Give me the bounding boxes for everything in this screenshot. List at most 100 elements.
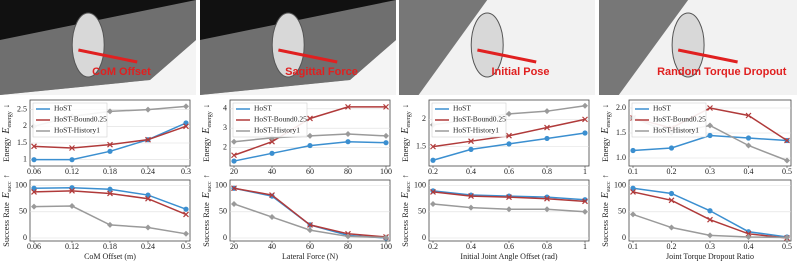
point [231,158,237,164]
x-tick-label: 0.4 [466,242,476,251]
y-tick-label: 50 [618,207,626,216]
legend-label: HoST-Bound0.25 [54,115,107,124]
x-axis-label: Initial Joint Angle Offset (rad) [460,252,558,261]
point [468,193,474,200]
scene-caption: Random Torque Dropout [657,66,787,78]
point [69,145,75,151]
x-tick-label: 80 [344,242,352,251]
x-tick-label: 60 [306,242,314,251]
point [345,139,351,145]
point [506,141,512,147]
arrow [477,48,537,64]
point [231,185,237,192]
point [544,108,550,115]
y-tick-label: 50 [19,207,27,216]
x-tick-label: 0.8 [542,242,552,251]
point [468,204,474,211]
point [707,132,713,139]
y-axis-label-part: ↑ [201,174,211,178]
y-tick-label: 2.5 [17,104,27,113]
y-axis-label-part: E [600,127,611,134]
y-axis-label-part: E [400,127,411,134]
point [231,152,237,159]
point [307,221,313,228]
y-axis-label-part: E [1,127,12,134]
y-tick-label: 0 [622,233,626,242]
point [69,203,75,210]
y-axis-label-part: ↓ [1,104,11,108]
scene: Random Torque Dropout [599,0,797,95]
y-tick-label: 1 [23,154,27,163]
x-tick-label: 20 [230,242,238,251]
floor [0,40,196,95]
point [430,157,436,163]
robot [470,12,504,78]
robot [271,12,305,78]
point [430,188,436,195]
y-axis-label-part: E [201,192,212,199]
y-tick-label: 1.5 [17,138,27,147]
y-tick-label: 2 [223,142,227,151]
y-axis-label-part: Success Rate [1,202,11,247]
point [183,123,189,130]
point [307,132,313,139]
legend-label: HoST-Bound0.25 [453,115,506,124]
point [183,230,189,237]
y-axis-label-part: ↑ [600,174,610,178]
scene-caption: Initial Pose [491,66,549,78]
point [544,124,550,131]
x-tick-label: 0.6 [504,167,514,176]
y-axis-label-part: energy [207,111,213,127]
point [544,195,550,202]
legend-label: HoST-Bound0.25 [254,115,307,124]
y-tick-label: 50 [418,207,426,216]
point [145,136,151,143]
x-tick-label: 0.18 [103,167,117,176]
point [269,192,275,198]
y-axis-label-part: Energy [400,137,410,162]
legend-label: HoST-Bound0.25 [653,115,706,124]
y-axis-label-part: E [600,192,611,199]
y-axis-label-part: Energy [201,137,211,162]
legend-label: HoST [254,104,272,113]
y-axis-label-part: E [201,127,212,134]
point [707,232,713,239]
x-tick-label: 0.4 [744,167,754,176]
point [345,103,351,110]
point [107,186,113,192]
y-tick-label: 100 [215,180,227,189]
point [707,122,713,129]
x-axis-label: Lateral Force (N) [282,252,338,261]
x-axis-label: Joint Torque Dropout Ratio [666,252,754,261]
point [145,192,151,198]
point [582,130,588,136]
x-tick-label: 1 [583,242,587,251]
y-axis-label: Success Rate Esucc ↑ [400,174,412,247]
x-tick-label: 0.24 [141,167,155,176]
point [630,211,636,218]
arrow [677,48,738,64]
y-tick-label: 0 [223,233,227,242]
x-tick-label: 0.2 [667,242,677,251]
x-tick-label: 0.2 [428,167,438,176]
y-axis-label: Success Rate Esucc ↑ [1,174,13,247]
scene: CoM Offset [0,0,196,95]
x-tick-label: 0.3 [705,242,715,251]
point [31,188,37,195]
y-axis-label-part: Success Rate [600,202,610,247]
x-tick-label: 0.5 [782,167,792,176]
point [430,143,436,150]
point [668,145,675,151]
x-tick-label: 0.18 [103,242,117,251]
x-tick-label: 0.4 [466,167,476,176]
y-tick-label: 2 [422,114,426,123]
y-axis-label-part: ↑ [1,174,11,178]
point [231,200,237,207]
x-tick-label: 60 [306,167,314,176]
floor [200,40,396,95]
point [183,103,189,110]
x-tick-label: 0.6 [504,242,514,251]
y-tick-label: 1.0 [616,153,626,162]
point [269,138,275,145]
y-axis-label: Energy Eenergy ↓ [600,104,612,162]
